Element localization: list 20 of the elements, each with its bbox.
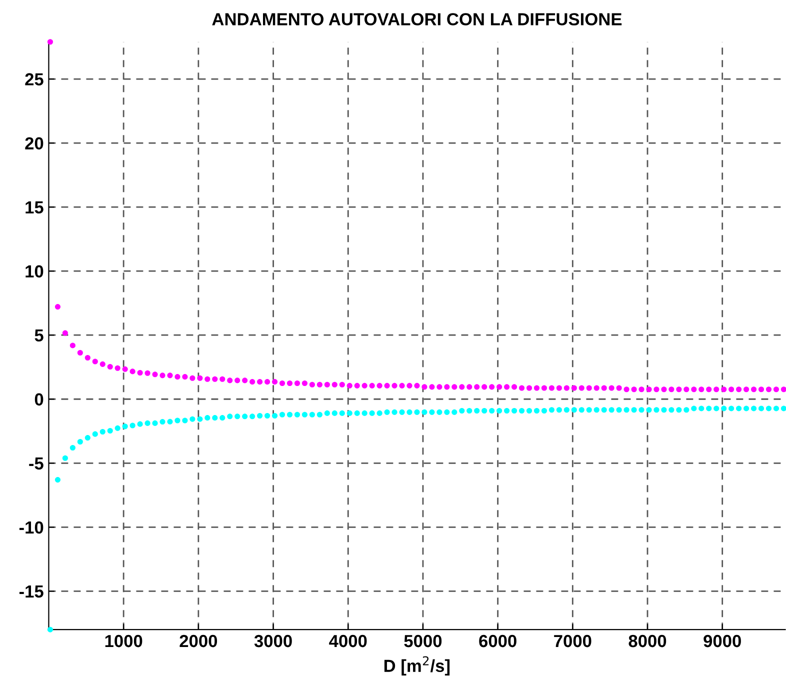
x-tick-label: 4000 [329,634,367,648]
y-tick-label: -15 [19,586,44,598]
y-tick-label: -10 [19,521,44,534]
x-tick-label: 2000 [180,634,218,648]
y-tick-label: 10 [26,265,44,278]
y-tick-label: 0 [34,393,44,406]
x-tick-label: 8000 [628,634,666,648]
y-tick-label: 20 [25,137,44,150]
x-tick-label: 3000 [254,634,292,648]
x-tick-label: 7000 [554,634,592,648]
x-tick-label: 9000 [704,634,741,648]
x-axis-title: D [m$^{2}$/s] [384,656,450,676]
x-tick-label: 5000 [404,634,442,648]
chart-title: ANDAMENTO AUTOVALORI CON LA DIFFUSIONE [212,13,622,26]
y-tick-label: 25 [25,73,44,86]
x-tick-label: 1000 [105,634,142,648]
y-tick-label: 5 [34,329,44,342]
y-tick-label: -5 [29,457,44,470]
y-tick-label: 15 [26,201,44,214]
x-tick-label: 6000 [479,634,516,648]
